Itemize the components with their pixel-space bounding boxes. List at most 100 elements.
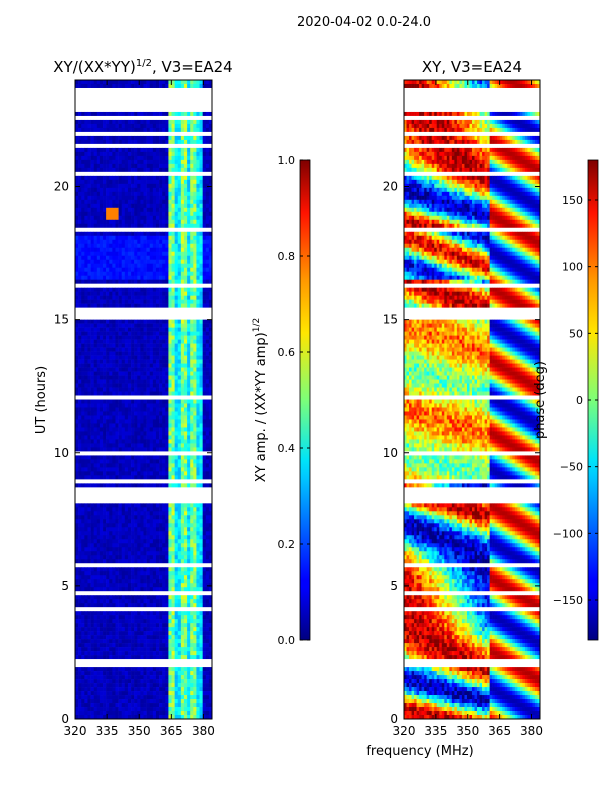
amplitude-cell bbox=[134, 359, 138, 364]
amplitude-cell bbox=[171, 551, 175, 556]
amplitude-cell bbox=[109, 411, 113, 416]
amplitude-cell bbox=[109, 439, 113, 444]
amplitude-cell bbox=[106, 127, 110, 133]
amplitude-cell bbox=[199, 255, 203, 261]
amplitude-cell bbox=[131, 543, 135, 548]
amplitude-cell bbox=[208, 199, 212, 205]
amplitude-cell bbox=[146, 219, 151, 225]
amplitude-cell bbox=[196, 571, 200, 576]
amplitude-cell bbox=[165, 627, 169, 632]
amplitude-cell bbox=[155, 255, 160, 261]
amplitude-cell bbox=[196, 371, 200, 376]
amplitude-cell bbox=[134, 447, 138, 452]
amplitude-cell bbox=[137, 319, 141, 324]
amplitude-cell bbox=[143, 147, 147, 153]
amplitude-cell bbox=[165, 139, 169, 145]
amplitude-cell bbox=[152, 511, 157, 516]
amplitude-cell bbox=[103, 535, 107, 540]
amplitude-cell bbox=[183, 459, 188, 464]
amplitude-cell bbox=[118, 503, 123, 508]
amplitude-cell bbox=[81, 363, 85, 368]
amplitude-cell bbox=[112, 127, 116, 133]
amplitude-cell bbox=[187, 187, 191, 193]
amplitude-cell bbox=[205, 279, 210, 284]
amplitude-cell bbox=[118, 123, 123, 129]
amplitude-cell bbox=[112, 223, 116, 229]
amplitude-cell bbox=[183, 267, 188, 272]
amplitude-cell bbox=[180, 431, 185, 436]
amplitude-cell bbox=[131, 551, 135, 556]
amplitude-cell bbox=[143, 219, 147, 225]
amplitude-cell bbox=[174, 299, 179, 304]
amplitude-cell bbox=[143, 555, 147, 560]
amplitude-cell bbox=[149, 347, 154, 352]
amplitude-cell bbox=[87, 303, 91, 308]
amplitude-cell bbox=[140, 135, 144, 141]
amplitude-cell bbox=[84, 391, 88, 396]
amplitude-cell bbox=[165, 603, 169, 608]
amplitude-cell bbox=[196, 547, 200, 552]
amplitude-cell bbox=[96, 167, 101, 173]
amplitude-cell bbox=[199, 127, 203, 133]
amplitude-cell bbox=[81, 407, 85, 412]
amplitude-cell bbox=[124, 555, 129, 560]
amplitude-cell bbox=[109, 323, 113, 328]
amplitude-cell bbox=[106, 483, 110, 488]
amplitude-cell bbox=[96, 151, 101, 157]
amplitude-cell bbox=[180, 211, 185, 217]
amplitude-cell bbox=[131, 235, 135, 241]
amplitude-cell bbox=[177, 571, 182, 576]
amplitude-cell bbox=[124, 623, 129, 628]
amplitude-cell bbox=[143, 467, 147, 472]
amplitude-cell bbox=[146, 427, 151, 432]
amplitude-cell bbox=[87, 603, 91, 608]
amplitude-cell bbox=[152, 619, 157, 624]
amplitude-cell bbox=[143, 299, 147, 304]
amplitude-cell bbox=[81, 239, 85, 245]
amplitude-cell bbox=[93, 219, 98, 225]
amplitude-cell bbox=[143, 587, 147, 592]
amplitude-cell bbox=[174, 447, 179, 452]
amplitude-cell bbox=[196, 567, 200, 572]
amplitude-cell bbox=[140, 619, 144, 624]
amplitude-cell bbox=[190, 627, 194, 632]
amplitude-cell bbox=[124, 291, 129, 296]
amplitude-cell bbox=[134, 599, 138, 604]
amplitude-cell bbox=[87, 535, 91, 540]
amplitude-cell bbox=[93, 471, 98, 476]
amplitude-cell bbox=[177, 559, 182, 564]
amplitude-cell bbox=[109, 167, 113, 173]
amplitude-cell bbox=[190, 327, 194, 332]
amplitude-cell bbox=[146, 511, 151, 516]
amplitude-cell bbox=[159, 623, 163, 628]
amplitude-cell bbox=[121, 575, 126, 580]
amplitude-cell bbox=[134, 503, 138, 508]
amplitude-cell bbox=[165, 219, 169, 225]
amplitude-cell bbox=[90, 579, 94, 584]
amplitude-cell bbox=[124, 303, 129, 308]
amplitude-cell bbox=[84, 175, 88, 181]
amplitude-cell bbox=[149, 507, 154, 512]
amplitude-cell bbox=[205, 475, 210, 480]
amplitude-cell bbox=[193, 299, 197, 304]
amplitude-cell bbox=[193, 575, 197, 580]
amplitude-cell bbox=[134, 147, 138, 153]
amplitude-cell bbox=[174, 475, 179, 480]
amplitude-cell bbox=[171, 367, 175, 372]
amplitude-cell bbox=[134, 267, 138, 272]
amplitude-cell bbox=[143, 359, 147, 364]
amplitude-cell bbox=[183, 407, 188, 412]
amplitude-cell bbox=[131, 455, 135, 460]
amplitude-cell bbox=[187, 419, 191, 424]
amplitude-cell bbox=[75, 511, 79, 516]
amplitude-cell bbox=[137, 303, 141, 308]
amplitude-cell bbox=[93, 599, 98, 604]
amplitude-cell bbox=[118, 327, 123, 332]
amplitude-cell bbox=[127, 127, 132, 133]
amplitude-cell bbox=[193, 135, 197, 141]
amplitude-cell bbox=[190, 335, 194, 340]
amplitude-cell bbox=[115, 447, 119, 452]
amplitude-cell bbox=[143, 459, 147, 464]
amplitude-cell bbox=[143, 263, 147, 269]
amplitude-cell bbox=[196, 207, 200, 213]
